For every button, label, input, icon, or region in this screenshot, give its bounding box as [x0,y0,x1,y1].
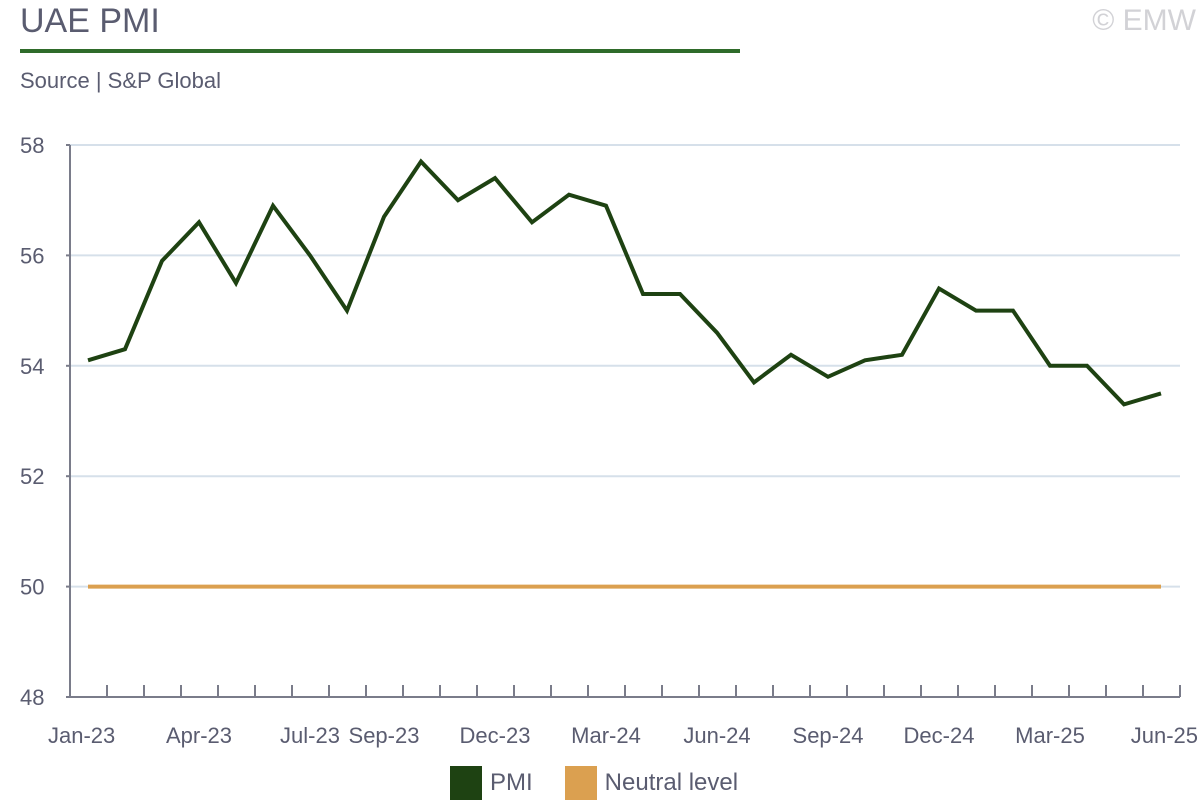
x-tick-label-dec-23: Dec-23 [460,723,531,748]
legend-item-neutral: Neutral level [564,766,739,800]
x-tick-label-jul-23: Jul-23 [280,723,340,748]
source-note: Source | S&P Global [20,68,221,93]
copyright-notice: © EMW [1092,4,1196,37]
legend-item-pmi: PMI [450,766,533,800]
title-underline [20,49,740,53]
y-tick-label-56: 56 [20,243,44,268]
x-tick-label-jan-23: Jan-23 [48,723,115,748]
legend-swatch-pmi [450,766,482,800]
x-tick-label-sep-23: Sep-23 [349,723,420,748]
series-line-pmi [87,158,1162,407]
x-tick-label-mar-25: Mar-25 [1015,723,1085,748]
chart-title: UAE PMI [20,2,160,40]
chart-legend: PMI Neutral level [450,766,770,800]
y-tick-label-50: 50 [20,575,44,600]
legend-label-pmi: PMI [490,769,533,796]
y-tick-label-52: 52 [20,464,44,489]
x-tick-label-jun-24: Jun-24 [683,723,750,748]
y-tick-label-48: 48 [20,685,44,710]
y-tick-label-54: 54 [20,354,44,379]
legend-label-neutral: Neutral level [604,769,739,796]
y-tick-label-58: 58 [20,133,44,158]
x-tick-label-dec-24: Dec-24 [904,723,975,748]
x-tick-label-sep-24: Sep-24 [793,723,864,748]
x-tick-label-apr-23: Apr-23 [166,723,232,748]
legend-swatch-neutral [564,766,597,800]
x-tick-label-mar-24: Mar-24 [571,723,641,748]
x-tick-label-jun-25: Jun-25 [1131,723,1198,748]
